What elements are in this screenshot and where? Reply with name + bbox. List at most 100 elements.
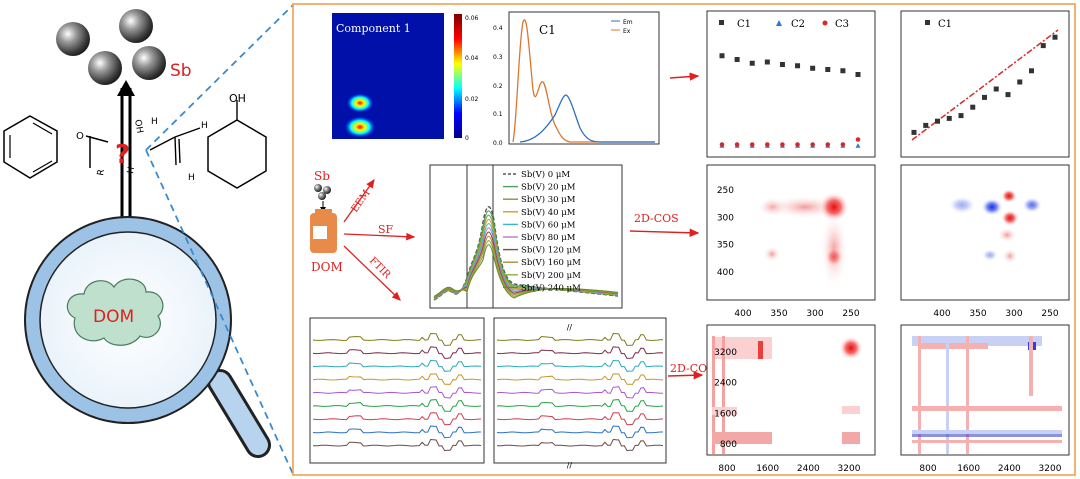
scatter2-point bbox=[958, 113, 964, 119]
c1-spectrum-panel: C1 0.4 0.3 0.2 0.1 0.0 Em Ex bbox=[493, 11, 660, 147]
ftir-curve bbox=[496, 346, 664, 359]
cyclohexane-ring bbox=[207, 119, 267, 189]
scatter2-point bbox=[1040, 43, 1046, 49]
cos-sf-synchronous: 400 350 300 250 250 300 350 400 bbox=[706, 164, 876, 319]
cos-ftir-synchronous: 800 1600 2400 3200 3200 2400 1600 800 bbox=[706, 324, 876, 474]
h-label: H bbox=[188, 173, 195, 183]
scatter1-point-c3 bbox=[734, 142, 740, 147]
scatter2-point bbox=[935, 118, 940, 124]
axis-tick-label: 400 bbox=[734, 309, 751, 319]
axis-tick-label: 800 bbox=[718, 464, 735, 474]
sf-legend-entry: Sb(V) 120 μM bbox=[521, 245, 581, 256]
eem-hotspot bbox=[346, 93, 374, 113]
projection-line bbox=[145, 4, 294, 151]
ftir-curve bbox=[312, 425, 481, 439]
sf-legend-entry: Sb(V) 80 μM bbox=[521, 232, 576, 243]
scatter1-point-c3 bbox=[840, 142, 846, 147]
eem-colorbar bbox=[454, 14, 462, 138]
scatter2-point bbox=[982, 94, 987, 100]
scatter1-legend-c3: C3 bbox=[835, 19, 849, 30]
axis-break-icon: // bbox=[567, 461, 573, 470]
ftir-curve bbox=[312, 399, 482, 412]
scatter1-point-c1 bbox=[855, 72, 861, 77]
legend-ex: Ex bbox=[623, 28, 631, 35]
scatter1-point-c3 bbox=[719, 142, 725, 147]
dom-cloud bbox=[66, 278, 164, 346]
scatter1-point-c3 bbox=[780, 142, 785, 147]
axis-tick-label: 1600 bbox=[756, 464, 779, 474]
scatter2-point bbox=[911, 129, 917, 135]
ftir-curve bbox=[312, 386, 481, 399]
ftir-curve bbox=[496, 438, 664, 452]
colorbar-tick: 0.04 bbox=[465, 55, 479, 62]
scatter2-point bbox=[1029, 68, 1034, 74]
scatter1-point-c1 bbox=[779, 62, 785, 67]
ftir-curve bbox=[496, 373, 664, 385]
oxygen-label: O bbox=[76, 131, 84, 142]
axis-tick-label: 1600 bbox=[714, 409, 737, 419]
axis-tick-label: 400 bbox=[933, 309, 950, 319]
h-label: H bbox=[201, 121, 208, 131]
axis-tick-label: 300 bbox=[806, 309, 823, 319]
sb-ball bbox=[132, 46, 166, 80]
scatter1-point-c3 bbox=[795, 142, 800, 147]
ftir-spectra-panel-left bbox=[309, 317, 485, 464]
oh-label: OH bbox=[229, 92, 246, 105]
sf-legend-entry: Sb(V) 30 μM bbox=[521, 194, 576, 205]
method-sf-label: SF bbox=[378, 223, 394, 236]
ftir-curve bbox=[496, 359, 664, 372]
dom-label: DOM bbox=[93, 307, 134, 327]
arrow-up-icon bbox=[117, 80, 135, 96]
ftir-curve bbox=[312, 359, 482, 372]
method-dom-label: DOM bbox=[311, 260, 343, 274]
r-group-label: R bbox=[96, 169, 107, 177]
sf-legend-entry: Sb(V) 40 μM bbox=[521, 207, 576, 218]
scatter1-point-c1 bbox=[764, 59, 770, 65]
question-mark: ? bbox=[115, 140, 130, 170]
arrow-sf-icon bbox=[343, 232, 416, 241]
axis-tick-label: 3200 bbox=[714, 348, 737, 358]
arrow-cos-sf-icon bbox=[629, 228, 700, 237]
h-label: H bbox=[151, 117, 158, 127]
method-eem-label: EEM bbox=[349, 188, 372, 215]
method-ftir-label: FTIR bbox=[367, 255, 393, 281]
arrow-cos-ftir-icon bbox=[667, 371, 704, 380]
cos-label-sf: 2D-COS bbox=[634, 212, 679, 225]
scatter1-legend-c2: C2 bbox=[791, 19, 805, 30]
eem-hotspot bbox=[344, 116, 376, 138]
scatter2-legend-c1: C1 bbox=[938, 19, 952, 30]
scatter1-point-c1 bbox=[795, 63, 801, 69]
arrow-eem-icon bbox=[343, 178, 375, 223]
sf-curve bbox=[433, 244, 619, 299]
axis-tick-label: 2400 bbox=[714, 379, 737, 389]
scatter2-point bbox=[970, 104, 976, 110]
scatter1-point-c1 bbox=[734, 57, 740, 62]
cos-ftir-asynchronous: 800 1600 2400 3200 bbox=[900, 324, 1070, 474]
ftir-curve bbox=[312, 438, 482, 452]
ftir-curve bbox=[312, 412, 482, 426]
c1-ytick: 0.1 bbox=[493, 111, 503, 118]
sf-legend-entry: Sb(V) 0 μM bbox=[521, 169, 570, 180]
colorbar-tick: 0.02 bbox=[465, 96, 479, 103]
eem-component-panel: Component 1 0.06 0.04 0.02 0 bbox=[332, 13, 479, 142]
cos-label-ftir: 2D-COS bbox=[670, 362, 715, 375]
arrow-ftir-icon bbox=[343, 245, 401, 301]
ftir-curve bbox=[312, 346, 482, 359]
sb-ball bbox=[88, 51, 122, 85]
scatter1-point-c3 bbox=[810, 142, 815, 147]
axis-tick-label: 3200 bbox=[838, 464, 861, 474]
sb-ball bbox=[56, 22, 90, 56]
axis-tick-label: 350 bbox=[969, 309, 986, 319]
ftir-curve bbox=[496, 333, 664, 346]
scatter1-point-c3 bbox=[825, 142, 831, 147]
scatter2-point bbox=[993, 86, 999, 92]
axis-tick-label: 2400 bbox=[797, 464, 820, 474]
ftir-curve bbox=[312, 373, 482, 385]
scatter-plot-c1-fit: C1 bbox=[900, 10, 1070, 158]
sb-label: Sb bbox=[170, 61, 192, 81]
axis-tick-label: 350 bbox=[770, 309, 787, 319]
method-sb-label: Sb bbox=[314, 169, 330, 183]
axis-break-icon: // bbox=[567, 323, 573, 332]
